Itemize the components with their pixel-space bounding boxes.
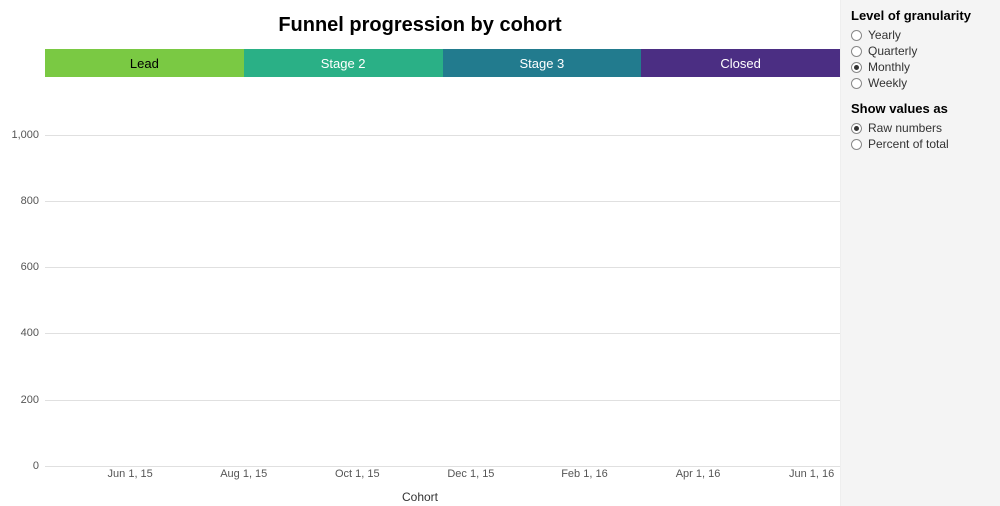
show-values-option[interactable]: Raw numbers: [851, 120, 990, 136]
bar-slot: [613, 85, 670, 466]
radio-label: Quarterly: [868, 44, 917, 58]
radio-label: Monthly: [868, 60, 910, 74]
y-tick: 400: [21, 327, 39, 339]
x-tick: Jun 1, 16: [789, 468, 834, 480]
granularity-option[interactable]: Weekly: [851, 75, 990, 91]
granularity-option[interactable]: Quarterly: [851, 43, 990, 59]
x-tick: Apr 1, 16: [676, 468, 721, 480]
legend-seg-closed[interactable]: Closed: [641, 49, 840, 77]
radio-icon: [851, 62, 862, 73]
bar-slot: [726, 85, 783, 466]
bar-slot: [783, 85, 840, 466]
bar-slot: [499, 85, 556, 466]
legend-seg-stage3[interactable]: Stage 3: [443, 49, 642, 77]
show-values-option[interactable]: Percent of total: [851, 136, 990, 152]
radio-label: Raw numbers: [868, 121, 942, 135]
bar-slot: [45, 85, 102, 466]
granularity-title: Level of granularity: [851, 8, 990, 23]
y-tick: 600: [21, 261, 39, 273]
show-values-options: Raw numbers Percent of total: [851, 120, 990, 152]
radio-icon: [851, 30, 862, 41]
chart-title: Funnel progression by cohort: [0, 14, 840, 37]
radio-icon: [851, 139, 862, 150]
show-values-group: Show values as Raw numbers Percent of tot…: [851, 101, 990, 152]
radio-label: Weekly: [868, 76, 907, 90]
radio-icon: [851, 78, 862, 89]
bar-slot: [386, 85, 443, 466]
bar-slot: [670, 85, 727, 466]
radio-icon: [851, 123, 862, 134]
granularity-group: Level of granularity Yearly Quarterly Mont…: [851, 8, 990, 91]
radio-icon: [851, 46, 862, 57]
x-tick: Dec 1, 15: [447, 468, 494, 480]
x-tick: Aug 1, 15: [220, 468, 267, 480]
legend-seg-lead[interactable]: Lead: [45, 49, 244, 77]
bar-slot: [272, 85, 329, 466]
show-values-title: Show values as: [851, 101, 990, 116]
radio-label: Yearly: [868, 28, 901, 42]
y-tick: 800: [21, 195, 39, 207]
granularity-option[interactable]: Yearly: [851, 27, 990, 43]
y-axis: 02004006008001,000: [0, 85, 45, 466]
granularity-options: Yearly Quarterly Monthly Weekly: [851, 27, 990, 91]
x-axis: Jun 1, 15 Aug 1, 15 Oct 1, 15 Dec 1, 15 Feb …: [45, 466, 840, 488]
app-root: Funnel progression by cohort LeadStage 2…: [0, 0, 1000, 506]
plot-area: [45, 85, 840, 466]
chart-area: Funnel progression by cohort LeadStage 2…: [0, 0, 840, 506]
x-tick: Oct 1, 15: [335, 468, 380, 480]
granularity-option[interactable]: Monthly: [851, 59, 990, 75]
y-tick: 200: [21, 394, 39, 406]
y-tick: 1,000: [11, 129, 39, 141]
x-tick: Feb 1, 16: [561, 468, 607, 480]
bar-slot: [442, 85, 499, 466]
x-tick: Jun 1, 15: [108, 468, 153, 480]
bar-slot: [215, 85, 272, 466]
bars-container: [45, 85, 840, 466]
side-panel: Level of granularity Yearly Quarterly Mont…: [840, 0, 1000, 506]
bar-slot: [159, 85, 216, 466]
radio-label: Percent of total: [868, 137, 949, 151]
bar-slot: [556, 85, 613, 466]
y-tick: 0: [33, 460, 39, 472]
x-axis-label: Cohort: [402, 490, 438, 504]
legend-seg-stage2[interactable]: Stage 2: [244, 49, 443, 77]
bar-slot: [102, 85, 159, 466]
legend: LeadStage 2Stage 3Closed: [45, 49, 840, 77]
bar-slot: [329, 85, 386, 466]
